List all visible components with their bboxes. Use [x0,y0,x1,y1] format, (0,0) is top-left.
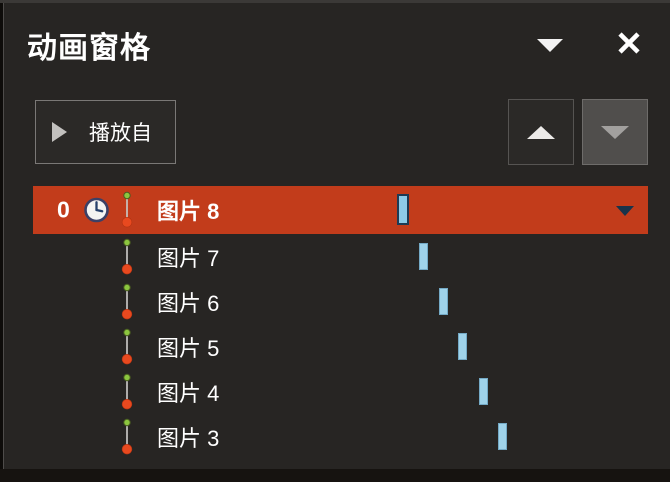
animation-row[interactable]: 0 图片 8 [33,186,648,234]
play-from-label: 播放自 [89,122,152,145]
animation-row[interactable]: 图片 7 [33,234,648,279]
pane-title: 动画窗格 [27,32,151,65]
animation-row[interactable]: 图片 4 [33,369,648,414]
sequence-number: 0 [57,196,70,223]
close-icon [618,32,640,54]
timeline-bar[interactable] [458,333,467,360]
panel-left-border [3,3,4,482]
animation-list: 0 图片 8 图片 7 [33,186,648,459]
play-icon [52,122,67,142]
timeline-bar[interactable] [419,243,428,270]
row-label: 图片 6 [157,290,220,316]
animation-pin-icon [121,418,133,455]
arrow-up-icon [527,125,555,139]
clock-icon [84,197,109,223]
animation-pin-icon [121,191,133,228]
panel-left-edge [0,3,3,482]
timeline-bar[interactable] [439,288,448,315]
animation-row[interactable]: 图片 3 [33,414,648,459]
row-label: 图片 7 [157,245,220,271]
row-label: 图片 4 [157,380,220,406]
panel-bottom-edge [0,469,670,482]
timeline-bar[interactable] [479,378,488,405]
row-label: 图片 5 [157,335,220,361]
row-label: 图片 3 [157,425,220,451]
pane-menu-chevron-down-icon[interactable] [537,39,563,52]
animation-pin-icon [121,283,133,320]
row-label: 图片 8 [157,199,220,224]
animation-row[interactable]: 图片 5 [33,324,648,369]
animation-pin-icon [121,328,133,365]
timeline-bar[interactable] [498,423,507,450]
move-earlier-button[interactable] [508,99,574,165]
animation-pin-icon [121,373,133,410]
animation-pin-icon [121,238,133,275]
timeline-bar[interactable] [397,194,409,225]
close-button[interactable] [615,29,643,57]
move-later-button[interactable] [582,99,648,165]
animation-row[interactable]: 图片 6 [33,279,648,324]
row-dropdown-chevron-icon[interactable] [616,206,634,216]
play-from-button[interactable]: 播放自 [35,100,176,164]
arrow-down-icon [601,125,629,139]
